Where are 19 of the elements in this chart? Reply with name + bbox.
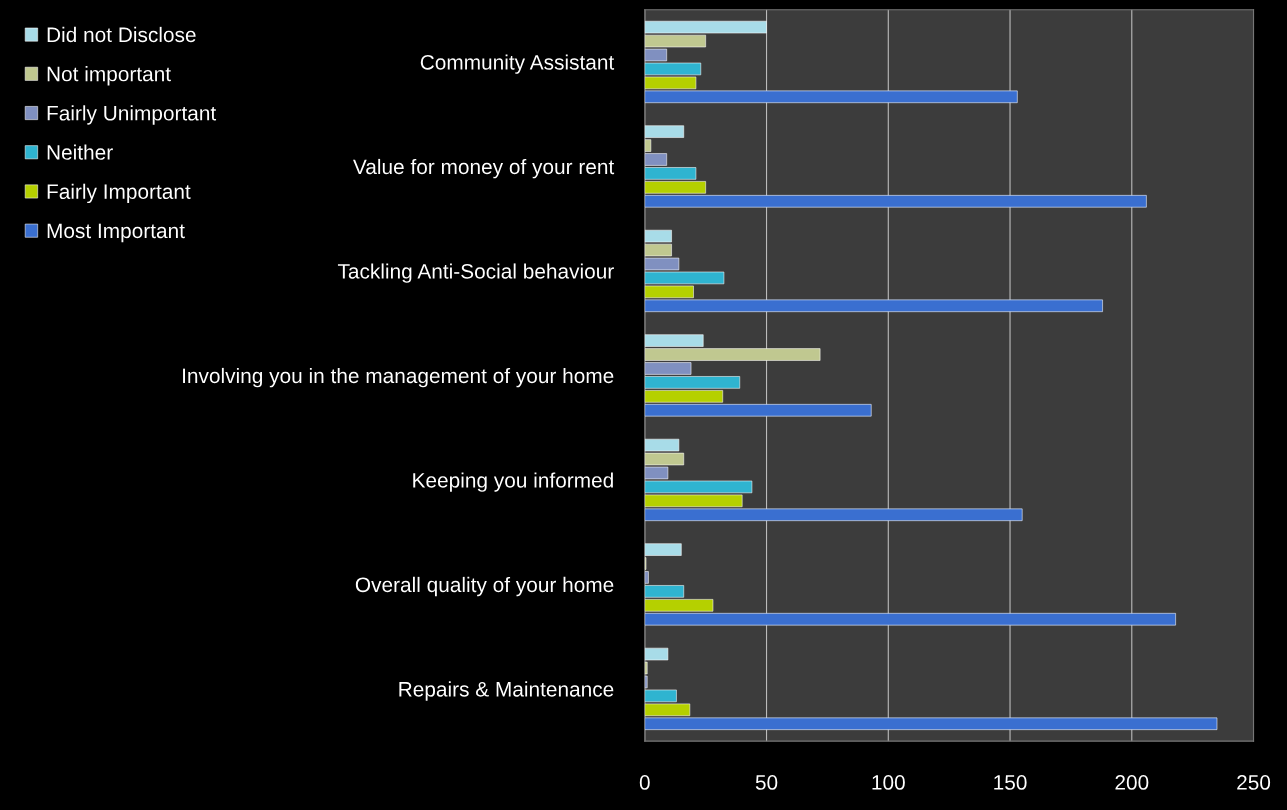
legend-label: Did not Disclose xyxy=(47,26,196,43)
x-tick-label: 100 xyxy=(872,775,905,790)
y-tick-label: Value for money of your rent xyxy=(353,158,615,179)
y-tick-label: Keeping you informed xyxy=(413,472,613,492)
y-tick-label: Overall quality of your home xyxy=(355,576,614,597)
legend-label: Fairly Unimportant xyxy=(47,105,217,125)
y-tick-label: Community Assistant xyxy=(420,54,615,74)
x-tick-label: 250 xyxy=(1237,775,1271,790)
legend-label: Not important xyxy=(47,66,171,86)
y-tick-label: Tackling Anti-Social behaviour xyxy=(337,263,614,283)
y-tick-label: Repairs & Maintenance xyxy=(399,681,614,701)
legend-label: Most Important xyxy=(47,223,185,243)
y-tick-label: Involving you in the management of your home xyxy=(183,367,614,388)
x-tick-label: 0 xyxy=(639,775,650,790)
legend-label: Neither xyxy=(47,144,113,160)
legend-label: Fairly Important xyxy=(47,183,191,204)
x-tick-label: 50 xyxy=(755,775,778,790)
x-tick-label: 200 xyxy=(1115,775,1149,790)
x-tick-label: 150 xyxy=(994,775,1027,790)
